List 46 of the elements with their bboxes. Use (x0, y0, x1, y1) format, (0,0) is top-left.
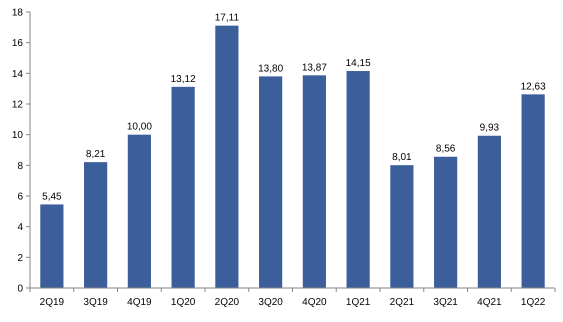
y-tick-label: 0 (17, 284, 24, 294)
y-tick-label: 10 (12, 130, 24, 142)
x-tick-label: 2Q19 (40, 297, 65, 308)
data-label: 9,93 (480, 122, 500, 134)
data-label: 5,45 (42, 191, 62, 202)
bar (215, 26, 238, 288)
y-tick-label: 2 (17, 252, 24, 264)
bar (346, 71, 370, 288)
x-tick-label: 2Q21 (390, 297, 415, 308)
data-label: 8,01 (392, 152, 412, 164)
y-tick-label: 4 (17, 222, 24, 234)
bar (172, 86, 195, 288)
bar (478, 136, 501, 288)
data-label: 8,56 (436, 144, 456, 155)
data-label: 14,15 (346, 58, 372, 70)
y-tick-label: 6 (17, 192, 24, 202)
data-label: 13,80 (258, 63, 284, 74)
x-tick-label: 4Q21 (477, 297, 502, 308)
x-tick-label: 4Q19 (127, 297, 152, 308)
x-tick-label: 1Q20 (170, 297, 196, 308)
x-tick-label: 2Q20 (214, 297, 240, 308)
y-tick-label: 16 (12, 38, 24, 50)
bar (128, 134, 151, 288)
x-tick-label: 3Q19 (83, 297, 108, 308)
y-tick-label: 18 (12, 8, 24, 18)
bar (390, 165, 414, 288)
bar (522, 94, 545, 288)
x-tick-label: 1Q21 (346, 297, 371, 308)
y-tick-label: 8 (17, 160, 24, 172)
data-label: 12,63 (520, 81, 546, 92)
data-label: 8,21 (86, 149, 106, 160)
data-label: 13,12 (170, 74, 196, 85)
y-tick-label: 12 (12, 100, 24, 110)
data-label: 17,11 (214, 12, 240, 24)
x-tick-label: 1Q22 (520, 297, 546, 308)
x-tick-label: 4Q20 (302, 297, 328, 308)
y-tick-label: 14 (12, 68, 24, 80)
x-tick-label: 3Q21 (433, 297, 458, 308)
x-tick-label: 3Q20 (258, 297, 284, 308)
bar (40, 204, 64, 288)
data-label: 10,00 (126, 122, 152, 133)
bar (84, 162, 108, 288)
data-label: 13,87 (302, 62, 328, 74)
bar (259, 76, 282, 288)
bar (434, 156, 458, 288)
bar (302, 75, 326, 288)
